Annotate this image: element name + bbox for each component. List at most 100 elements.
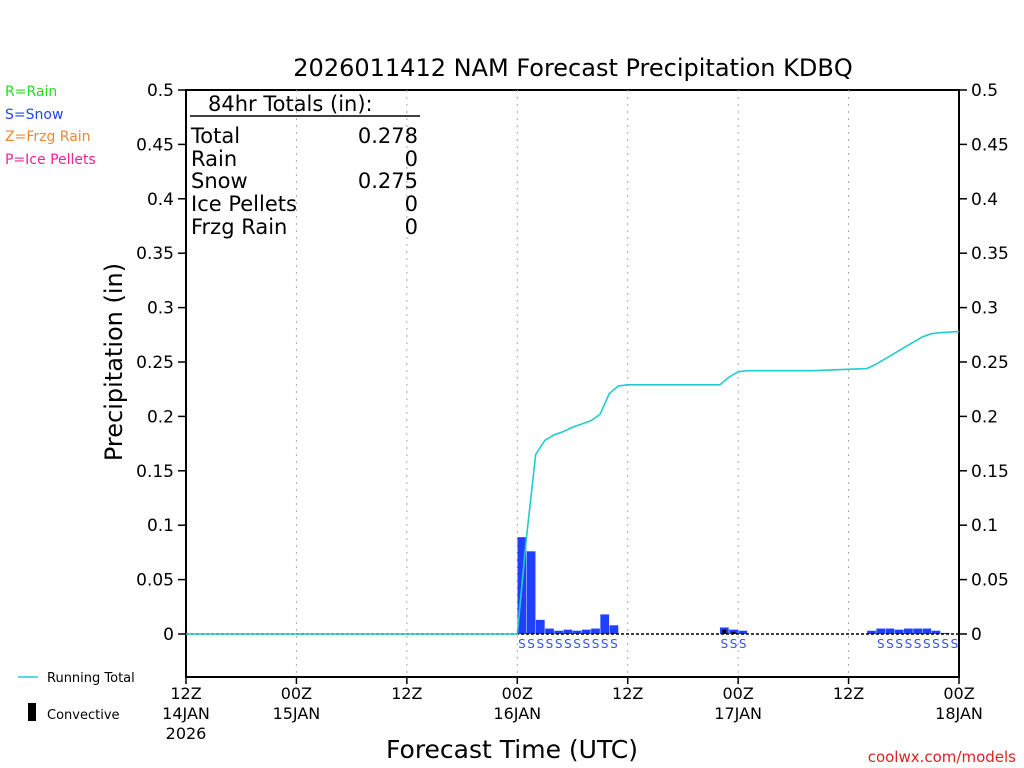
x-tick-label-date: 16JAN [493,704,541,723]
precip-type-legend: R=Rain S=Snow Z=Frzg Rain P=Ice Pellets [5,84,96,168]
ptype-label: S [582,637,590,651]
x-axis-label: Forecast Time (UTC) [386,735,638,764]
ptype-label: S [877,637,885,651]
precip-bar [600,614,610,634]
y-tick-label-right: 0.35 [971,244,1009,264]
y-tick-label-left: 0.5 [147,81,174,101]
y-tick-label-left: 0.3 [147,299,174,319]
ptype-label: S [895,637,903,651]
y-tick-label-left: 0.35 [136,244,174,264]
precip-bar [563,629,573,634]
precip-bar [581,629,591,634]
y-tick-label-right: 0.2 [971,407,998,427]
ptype-label: S [518,637,526,651]
totals-label-ice-pellets: Ice Pellets [191,192,297,216]
ptype-label: S [592,637,600,651]
precip-bar [591,628,600,634]
ptype-label: S [721,637,729,651]
running-total-line [186,330,960,635]
y-tick-label-left: 0.1 [147,516,174,536]
precip-bar [922,628,932,634]
running-total-polyline [186,330,960,635]
x-tick-label-time: 00Z [722,684,753,703]
x-tick-label-date: 17JAN [714,704,762,723]
ptype-label: S [941,637,949,651]
credit-text: coolwx.com/models [868,748,1016,766]
precip-bar [526,551,536,634]
totals-value-total: 0.278 [358,124,418,148]
precip-bar [940,632,950,634]
x-tick-label-time: 00Z [502,684,533,703]
ptype-label: S [730,637,738,651]
totals-header: 84hr Totals (in): [208,92,373,116]
precip-bar [904,628,913,634]
convective-bar [731,631,736,634]
convective-legend-swatch [28,703,36,721]
ptype-label: S [886,637,894,651]
totals-value-frzg-rain: 0 [405,215,418,239]
y-tick-label-left: 0.05 [136,571,174,591]
convective-bar [722,629,727,634]
precip-bar [738,630,748,634]
ptype-label: S [914,637,922,651]
ptype-label: S [932,637,940,651]
y-tick-label-left: 0.15 [136,462,174,482]
x-tick-label-time: 00Z [943,684,974,703]
series-legend: Running Total Convective [18,671,135,723]
y-tick-label-right: 0.25 [971,353,1009,373]
precip-bar [885,628,895,634]
y-tick-label-right: 0.1 [971,516,998,536]
precip-bar [545,628,554,634]
y-axis-ticks: 0 0 0.05 0.05 0.1 0.1 0.15 0.15 0.2 0.2 0.25 0.25 0.… [136,81,1009,645]
y-tick-label-right: 0.45 [971,135,1009,155]
ptype-label: S [564,637,572,651]
precip-bar [876,628,886,634]
precip-bar [867,630,876,634]
y-tick-label-right: 0.05 [971,571,1009,591]
legend-snow: S=Snow [5,107,63,123]
ptype-label: S [527,637,535,651]
precip-bar [609,625,619,634]
precip-bar [931,630,941,634]
running-total-legend-label: Running Total [47,671,135,686]
ptype-label: S [546,637,554,651]
y-tick-label-right: 0.15 [971,462,1009,482]
y-tick-label-right: 0.3 [971,299,998,319]
ptype-label: S [555,637,563,651]
chart-title: 2026011412 NAM Forecast Precipitation KD… [293,54,852,82]
totals-label-rain: Rain [191,147,237,171]
y-tick-label-right: 0.4 [971,190,998,210]
ptype-label: S [951,637,959,651]
y-tick-label-left: 0 [163,625,174,645]
totals-label-frzg-rain: Frzg Rain [191,215,287,239]
y-tick-label-left: 0.45 [136,135,174,155]
ptype-label: S [610,637,618,651]
x-tick-label-date: 14JAN [162,704,210,723]
ptype-label: S [601,637,609,651]
totals-value-snow: 0.275 [358,169,418,193]
x-tick-label-year: 2026 [166,724,207,743]
y-tick-label-left: 0.4 [147,190,174,210]
totals-label-total: Total [190,124,240,148]
precip-bar [554,630,564,634]
precip-bar [913,628,922,634]
y-tick-label-left: 0.2 [147,407,174,427]
precip-bar [894,629,904,634]
plot-frame [185,89,960,678]
precip-bar [572,630,582,634]
ptype-label: S [573,637,581,651]
totals-value-rain: 0 [405,147,418,171]
x-tick-label-time: 12Z [612,684,643,703]
ptype-label: S [905,637,913,651]
totals-label-snow: Snow [191,169,248,193]
y-tick-label-right: 0.5 [971,81,998,101]
x-tick-label-date: 15JAN [273,704,321,723]
y-tick-label-left: 0.25 [136,353,174,373]
precip-bar [535,619,545,634]
y-tick-label-right: 0 [971,625,982,645]
legend-rain: R=Rain [5,84,57,100]
x-tick-label-time: 00Z [281,684,312,703]
y-axis-label: Precipitation (in) [100,263,128,461]
